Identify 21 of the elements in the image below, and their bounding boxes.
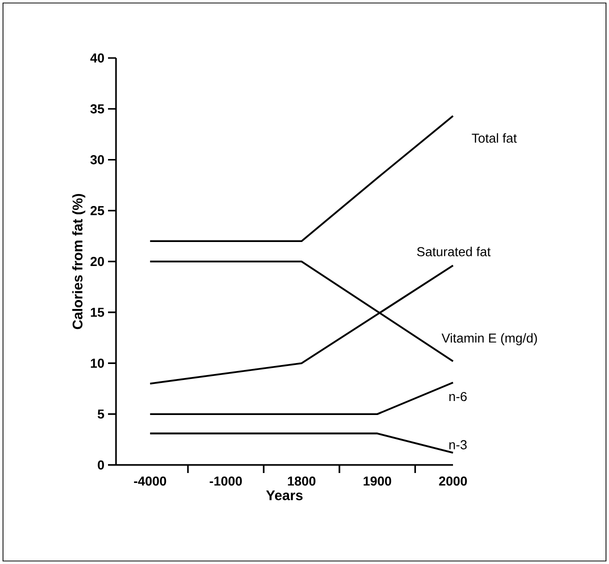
y-tick-label: 15 [90,308,104,317]
y-tick-label: 25 [90,206,104,216]
series-label: n-3 [449,440,467,450]
series-label: Total fat [472,133,517,143]
x-tick-label: -4000 [134,476,166,486]
y-tick-label: 20 [90,256,104,266]
x-axis-title: Years [266,490,303,500]
x-tick-label: -1000 [210,476,242,486]
x-tick-label: 1800 [288,476,316,486]
x-tick-label: 1900 [364,476,392,486]
series-label: Vitamin E (mg/d) [442,333,537,346]
y-tick-label: 40 [90,53,104,63]
series-label: Saturated fat [417,246,491,256]
y-tick-label: 35 [90,104,104,114]
y-axis-title: Calories from fat (%) [72,194,86,330]
y-tick-label: 0 [98,460,104,470]
y-tick-label: 5 [98,410,104,419]
series-label: n-6 [449,392,467,402]
y-tick-label: 10 [90,358,104,368]
x-tick-label: 2000 [439,476,467,486]
y-tick-label: 30 [90,155,104,164]
